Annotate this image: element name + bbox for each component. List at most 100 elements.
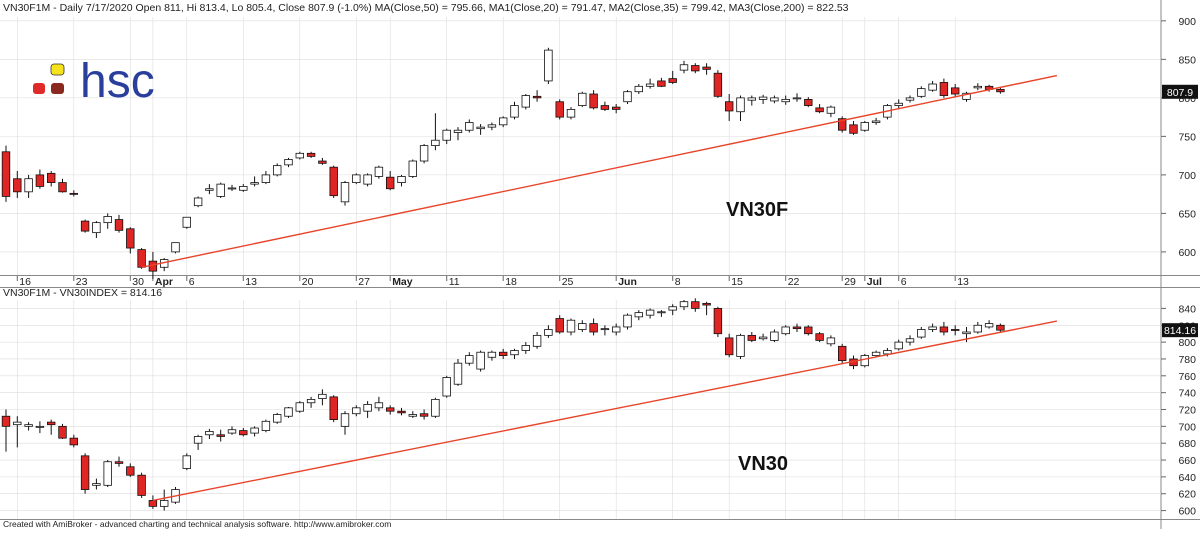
- x-label-13: 13: [245, 276, 257, 288]
- time-axis: 16 23 30 Apr 6 13 20 27 May 11 18 25 Jun 8 15 22 29 Jul 6 1…: [16, 276, 969, 288]
- top-tick-label-850: 850: [1178, 54, 1196, 66]
- vn30-candle-body: [374, 402, 384, 409]
- vn30f-candle-body: [284, 159, 293, 166]
- vn30-candle-body: [951, 329, 960, 331]
- vn30f-candle-body: [815, 107, 824, 113]
- x-label-16: 16: [19, 276, 31, 288]
- vn30-candle-body: [657, 311, 666, 314]
- x-label-6: 6: [189, 276, 195, 288]
- vn30-candle-body: [47, 421, 56, 426]
- vn30f-candle-body: [917, 88, 926, 97]
- vn30-candle-body: [453, 362, 463, 385]
- vn30-candle-body: [227, 429, 237, 434]
- vn30f-candle-body: [939, 82, 949, 96]
- vn30f-candle-body: [239, 186, 248, 191]
- vn30-candle-body: [555, 318, 564, 333]
- vn30-candle-body: [713, 308, 723, 335]
- x-label-25: 25: [562, 276, 574, 288]
- vn30-candle-body: [250, 427, 259, 434]
- top-tick-label-750: 750: [1178, 131, 1196, 143]
- vn30f-candle-body: [838, 118, 847, 131]
- vn30f-candle-body: [295, 152, 304, 159]
- vn30-candle-body: [272, 414, 282, 423]
- vn30-candle-body: [736, 334, 745, 357]
- vn30f-candle-body: [747, 97, 756, 101]
- vn30-candle-body: [69, 437, 78, 446]
- vn30-candle-body: [838, 345, 847, 362]
- vn30f-candle-body: [544, 49, 553, 82]
- vn30-candle-body: [826, 337, 836, 345]
- x-label-may: May: [392, 276, 413, 288]
- vn30f-candle-body: [928, 83, 937, 91]
- vn30f-candles: [1, 47, 1005, 279]
- vn30f-candle-body: [679, 64, 689, 71]
- vn30f-candle-body: [103, 216, 112, 224]
- vn30f-candle-body: [1, 151, 11, 197]
- vn30f-candle-body: [465, 122, 474, 131]
- vn30-candle-body: [487, 351, 497, 358]
- vn30f-candle-body: [397, 176, 406, 183]
- vn30f-candle-body: [826, 106, 836, 114]
- vn30-candle-body: [261, 420, 271, 431]
- vn30-candle-body: [962, 331, 971, 335]
- vn30f-candle-body: [634, 85, 643, 93]
- x-label-29: 29: [844, 276, 856, 288]
- vn30f-candle-body: [894, 102, 903, 106]
- vn30-candle-body: [589, 323, 598, 333]
- vn30-candle-body: [318, 393, 327, 399]
- vn30-candle-body: [804, 326, 813, 335]
- vn30f-candle-body: [126, 228, 135, 249]
- hsc-logo: hsc: [33, 55, 155, 108]
- bottom-tick-label-740: 740: [1178, 388, 1196, 400]
- vn30f-candle-body: [35, 174, 45, 187]
- vn30-candle-body: [352, 407, 361, 415]
- vn30f-candle-body: [781, 99, 790, 103]
- vn30f-candle-body: [702, 66, 711, 70]
- x-label-30: 30: [132, 276, 144, 288]
- vn30-candle-body: [668, 306, 677, 311]
- logo-text: hsc: [80, 55, 155, 108]
- vn30-candle-body: [928, 326, 937, 330]
- vn30f-candle-body: [555, 101, 564, 118]
- x-label-jun: Jun: [618, 276, 637, 288]
- x-label-15: 15: [731, 276, 743, 288]
- vn30-candle-body: [58, 425, 67, 439]
- vn30-candle-body: [498, 351, 508, 356]
- vn30-candle-body: [984, 323, 994, 328]
- vn30-candle-body: [148, 500, 158, 507]
- bottom-tick-label-660: 660: [1178, 455, 1196, 467]
- vn30-candle-body: [295, 402, 304, 412]
- bottom-tick-label-700: 700: [1178, 421, 1196, 433]
- trendlines: [141, 74, 1058, 502]
- vn30f-candle-body: [996, 88, 1005, 93]
- vn30-candle-body: [600, 328, 610, 331]
- vn30-candle-body: [137, 474, 146, 496]
- vn30-candle-body: [103, 461, 112, 486]
- vn30-candle-body: [408, 414, 417, 417]
- vn30-candle-body: [792, 326, 802, 330]
- vn30f-candle-body: [318, 160, 327, 164]
- vn30-candle-body: [679, 301, 689, 308]
- bottom-tick-label-720: 720: [1178, 405, 1196, 417]
- vn30-candle-body: [871, 351, 881, 356]
- top-tick-label-650: 650: [1178, 208, 1196, 220]
- vn30f-candle-body: [385, 176, 395, 190]
- vn30-candle-body: [770, 331, 779, 341]
- vn30f-trendline: [141, 74, 1058, 268]
- top-tick-label-700: 700: [1178, 170, 1196, 182]
- vn30f-candle-body: [306, 152, 316, 157]
- vn30f-candle-body: [612, 106, 621, 110]
- vn30f-candle-body: [510, 105, 519, 118]
- vn30f-candle-body: [566, 109, 576, 118]
- vn30-candle-body: [442, 377, 451, 397]
- vn30f-candle-body: [419, 145, 429, 162]
- vn30f-candle-body: [171, 242, 180, 253]
- vn30-candle-body: [623, 314, 632, 328]
- bottom-panel-header: VN30F1M - VN30INDEX = 814.16: [3, 287, 162, 299]
- bottom-last-price: 814.16: [1164, 325, 1196, 337]
- vn30f-series-label: VN30F: [726, 199, 788, 221]
- vn30-candle-body: [35, 425, 45, 428]
